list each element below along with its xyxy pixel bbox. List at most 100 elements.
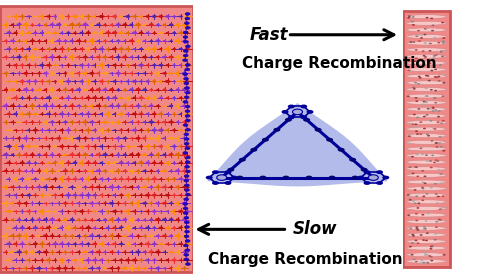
Circle shape: [418, 40, 421, 42]
Circle shape: [30, 153, 35, 156]
Circle shape: [422, 228, 426, 230]
Ellipse shape: [406, 226, 446, 230]
Circle shape: [442, 42, 444, 44]
Circle shape: [90, 202, 94, 205]
Circle shape: [415, 166, 418, 168]
Circle shape: [6, 145, 12, 148]
Circle shape: [184, 179, 189, 182]
Circle shape: [416, 116, 419, 118]
Circle shape: [185, 91, 190, 94]
Circle shape: [146, 161, 150, 164]
Circle shape: [184, 138, 189, 140]
Circle shape: [186, 193, 190, 196]
Circle shape: [93, 80, 97, 83]
Circle shape: [50, 88, 54, 91]
Circle shape: [7, 97, 11, 99]
Circle shape: [33, 242, 38, 245]
Circle shape: [136, 88, 141, 91]
Circle shape: [170, 170, 172, 172]
Circle shape: [412, 16, 414, 18]
Circle shape: [54, 64, 57, 66]
Circle shape: [428, 255, 431, 257]
Ellipse shape: [406, 253, 446, 257]
Circle shape: [442, 82, 446, 83]
Circle shape: [86, 161, 90, 164]
Circle shape: [162, 72, 167, 75]
Circle shape: [110, 40, 113, 42]
Circle shape: [80, 80, 84, 83]
Circle shape: [28, 243, 30, 245]
Circle shape: [429, 160, 432, 162]
Circle shape: [282, 176, 290, 180]
Circle shape: [415, 220, 418, 221]
Circle shape: [34, 210, 37, 212]
Circle shape: [408, 166, 412, 168]
Circle shape: [34, 97, 37, 99]
Circle shape: [33, 145, 38, 148]
Circle shape: [8, 64, 10, 66]
Circle shape: [119, 145, 124, 148]
Circle shape: [63, 267, 68, 270]
Circle shape: [106, 81, 110, 82]
Circle shape: [6, 48, 12, 50]
Circle shape: [80, 113, 84, 115]
Circle shape: [130, 235, 134, 237]
Circle shape: [50, 39, 54, 42]
Circle shape: [26, 177, 32, 180]
Circle shape: [4, 251, 8, 253]
Circle shape: [140, 129, 143, 131]
Circle shape: [156, 89, 160, 90]
Circle shape: [434, 193, 438, 195]
Circle shape: [178, 80, 183, 83]
Circle shape: [31, 24, 34, 25]
Circle shape: [433, 97, 436, 99]
Bar: [402, 11, 450, 267]
Circle shape: [80, 178, 84, 180]
Circle shape: [14, 15, 18, 18]
Circle shape: [40, 146, 43, 147]
Circle shape: [139, 31, 143, 34]
Circle shape: [38, 40, 41, 42]
Circle shape: [130, 105, 134, 107]
Circle shape: [124, 89, 126, 90]
Circle shape: [172, 145, 176, 148]
Circle shape: [149, 235, 154, 237]
Circle shape: [40, 15, 44, 18]
Circle shape: [24, 251, 28, 253]
Circle shape: [80, 64, 84, 66]
Circle shape: [416, 100, 418, 102]
Circle shape: [436, 202, 439, 204]
Circle shape: [66, 80, 71, 83]
Circle shape: [56, 23, 62, 26]
Circle shape: [364, 170, 370, 174]
Circle shape: [38, 56, 40, 58]
Circle shape: [162, 186, 167, 188]
Circle shape: [156, 186, 160, 188]
Bar: [0, 6, 192, 272]
Circle shape: [136, 137, 141, 140]
Circle shape: [96, 250, 101, 254]
Circle shape: [132, 96, 136, 99]
Circle shape: [30, 251, 34, 253]
Circle shape: [409, 227, 412, 229]
Circle shape: [314, 128, 322, 132]
Circle shape: [124, 251, 126, 253]
Circle shape: [14, 96, 18, 99]
Circle shape: [92, 242, 98, 245]
Circle shape: [422, 239, 425, 241]
Text: Slow: Slow: [292, 220, 337, 238]
Circle shape: [437, 116, 440, 117]
Circle shape: [76, 39, 81, 42]
Circle shape: [434, 68, 437, 70]
Circle shape: [442, 254, 446, 255]
Circle shape: [150, 56, 153, 58]
Circle shape: [143, 40, 146, 42]
Circle shape: [11, 154, 15, 155]
Circle shape: [180, 259, 182, 261]
Ellipse shape: [406, 259, 446, 263]
Circle shape: [136, 250, 141, 254]
Circle shape: [14, 259, 18, 261]
Circle shape: [412, 87, 416, 88]
Circle shape: [178, 226, 183, 229]
Circle shape: [4, 186, 8, 188]
